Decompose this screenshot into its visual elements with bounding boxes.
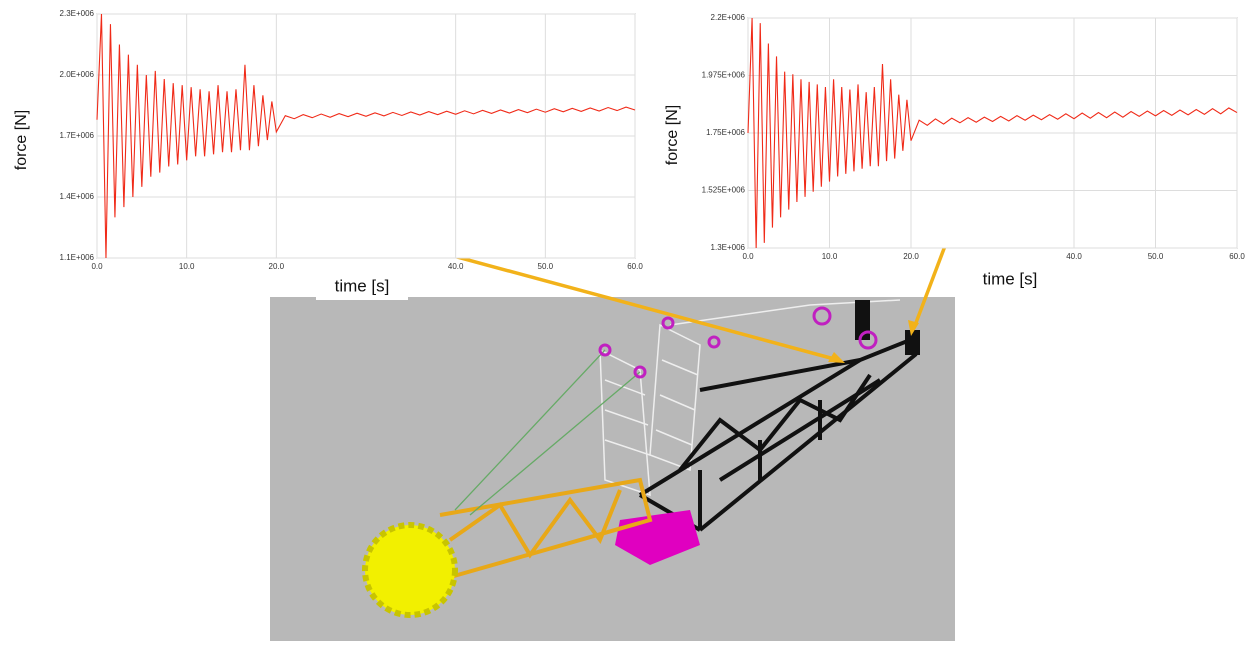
x-tick-label: 50.0 (1148, 252, 1164, 261)
x-axis-label: time [s] (983, 269, 1038, 288)
y-axis-label: force [N] (13, 110, 30, 170)
chart: 1.3E+006 1.525E+006 1.75E+006 1.975E+006 2.2… (664, 13, 1245, 293)
y-tick-label: 1.1E+006 (60, 253, 95, 262)
x-tick-label: 10.0 (179, 262, 195, 271)
x-tick-label: 50.0 (538, 262, 554, 271)
y-tick-label: 2.3E+006 (60, 9, 95, 18)
y-tick-label: 2.2E+006 (711, 13, 746, 22)
x-tick-label: 20.0 (903, 252, 919, 261)
y-tick-label: 1.3E+006 (711, 243, 746, 252)
y-axis-label: force [N] (664, 105, 681, 165)
y-tick-label: 2.0E+006 (60, 70, 95, 79)
x-tick-label: 60.0 (627, 262, 643, 271)
y-tick-label: 1.4E+006 (60, 192, 95, 201)
x-tick-label: 0.0 (742, 252, 754, 261)
y-tick-label: 1.7E+006 (60, 131, 95, 140)
x-tick-label: 60.0 (1229, 252, 1245, 261)
y-tick-label: 1.525E+006 (702, 186, 746, 195)
x-tick-label: 0.0 (91, 262, 103, 271)
y-tick-label: 1.975E+006 (702, 71, 746, 80)
chart: 1.1E+006 1.4E+006 1.7E+006 2.0E+006 2.3E+006… (13, 9, 643, 300)
x-tick-label: 20.0 (269, 262, 285, 271)
x-tick-label: 40.0 (1066, 252, 1082, 261)
y-tick-label: 1.75E+006 (706, 128, 745, 137)
x-axis-label: time [s] (335, 276, 390, 295)
x-tick-label: 40.0 (448, 262, 464, 271)
excavator-render (270, 297, 955, 641)
figure: 1.1E+006 1.4E+006 1.7E+006 2.0E+006 2.3E+006… (0, 0, 1250, 641)
x-tick-label: 10.0 (822, 252, 838, 261)
